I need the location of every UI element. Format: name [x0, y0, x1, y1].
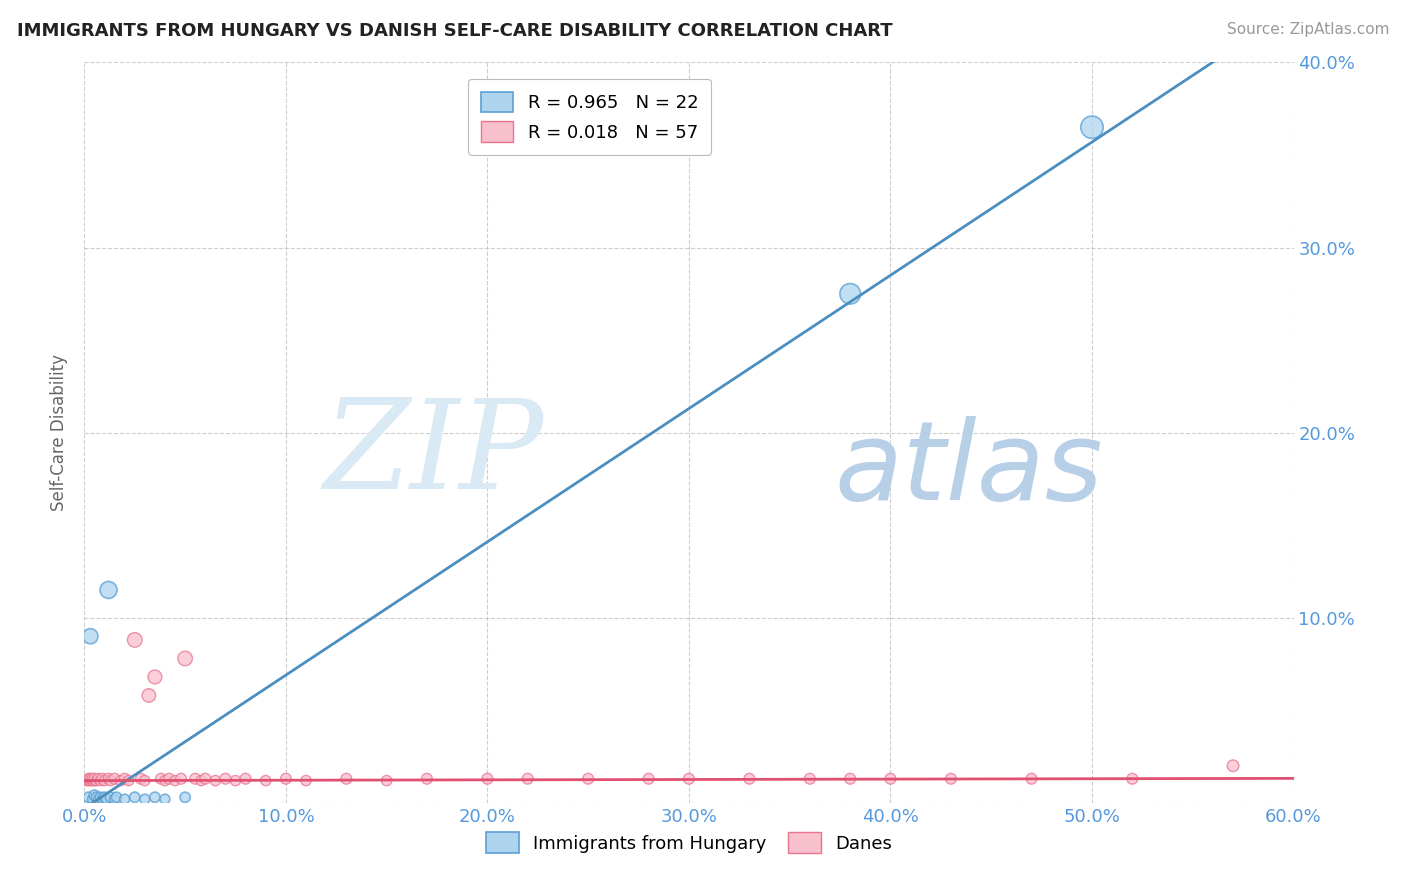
Point — [87, 792, 110, 806]
Text: Source: ZipAtlas.com: Source: ZipAtlas.com — [1226, 22, 1389, 37]
Point — [97, 582, 120, 597]
Point — [416, 772, 439, 786]
Point — [678, 772, 700, 786]
Point — [77, 773, 100, 788]
Point — [879, 772, 901, 786]
Text: ZIP: ZIP — [323, 394, 544, 516]
Point — [82, 772, 104, 786]
Point — [1121, 772, 1143, 786]
Point — [100, 773, 122, 788]
Point — [153, 773, 176, 788]
Point — [79, 629, 101, 643]
Point — [170, 772, 193, 786]
Text: atlas: atlas — [834, 417, 1102, 523]
Point — [96, 792, 118, 806]
Point — [204, 773, 226, 788]
Point — [82, 773, 104, 788]
Point — [86, 790, 108, 805]
Point — [1081, 120, 1104, 135]
Point — [839, 286, 862, 301]
Point — [335, 772, 357, 786]
Point — [1021, 772, 1043, 786]
Legend: Immigrants from Hungary, Danes: Immigrants from Hungary, Danes — [479, 825, 898, 861]
Point — [124, 790, 146, 805]
Point — [83, 773, 105, 788]
Text: IMMIGRANTS FROM HUNGARY VS DANISH SELF-CARE DISABILITY CORRELATION CHART: IMMIGRANTS FROM HUNGARY VS DANISH SELF-C… — [17, 22, 893, 40]
Point — [129, 772, 152, 786]
Point — [143, 790, 166, 805]
Point — [134, 773, 156, 788]
Point — [93, 773, 115, 788]
Point — [184, 772, 207, 786]
Point — [235, 772, 257, 786]
Point — [174, 790, 197, 805]
Point — [153, 792, 176, 806]
Point — [274, 772, 297, 786]
Point — [157, 772, 180, 786]
Y-axis label: Self-Care Disability: Self-Care Disability — [51, 354, 69, 511]
Point — [165, 773, 187, 788]
Point — [295, 773, 318, 788]
Point — [97, 772, 120, 786]
Point — [79, 773, 101, 788]
Point — [75, 773, 97, 788]
Point — [114, 772, 136, 786]
Point — [91, 772, 114, 786]
Point — [104, 772, 127, 786]
Point — [77, 790, 100, 805]
Point — [254, 773, 277, 788]
Point — [134, 792, 156, 806]
Point — [83, 772, 105, 786]
Point — [86, 773, 108, 788]
Point — [89, 790, 111, 805]
Point — [77, 772, 100, 786]
Point — [87, 772, 110, 786]
Point — [225, 773, 247, 788]
Point — [83, 789, 105, 803]
Point — [118, 773, 141, 788]
Point — [124, 632, 146, 647]
Point — [799, 772, 821, 786]
Point — [194, 772, 217, 786]
Point — [1222, 758, 1244, 772]
Point — [477, 772, 499, 786]
Point — [91, 792, 114, 806]
Point — [143, 670, 166, 684]
Point — [114, 792, 136, 806]
Point — [516, 772, 538, 786]
Point — [190, 773, 212, 788]
Point — [82, 792, 104, 806]
Point — [105, 790, 128, 805]
Point — [100, 790, 122, 805]
Point — [93, 790, 115, 805]
Point — [138, 689, 160, 703]
Point — [174, 651, 197, 665]
Point — [104, 792, 127, 806]
Point — [576, 772, 599, 786]
Point — [214, 772, 236, 786]
Point — [79, 772, 101, 786]
Point — [375, 773, 398, 788]
Point — [939, 772, 962, 786]
Point — [637, 772, 659, 786]
Point — [149, 772, 172, 786]
Point — [738, 772, 761, 786]
Point — [89, 773, 111, 788]
Point — [110, 773, 132, 788]
Point — [839, 772, 862, 786]
